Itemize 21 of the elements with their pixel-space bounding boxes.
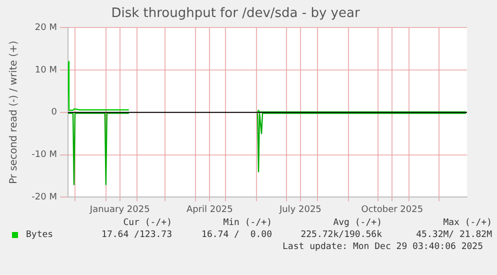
y-axis-title: Pr second read (-) / write (+) xyxy=(8,40,20,184)
text: Cur (-/+) xyxy=(122,218,172,228)
x-tick-label: January 2025 xyxy=(88,204,150,215)
y-tick-label: 0 xyxy=(51,108,58,118)
x-tick-label: October 2025 xyxy=(361,204,424,215)
text: 45.32M/ 21.82M xyxy=(415,230,492,240)
text: Avg (-/+) xyxy=(332,218,382,228)
y-tick-label: -10 M xyxy=(32,150,57,160)
chart-title: Disk throughput for /dev/sda - by year xyxy=(111,6,360,22)
text: 17.64 /123.73 xyxy=(100,230,172,240)
text: 16.74 / 0.00 xyxy=(200,230,272,240)
text: Min (-/+) xyxy=(222,218,272,228)
x-tick-label: July 2025 xyxy=(278,204,322,215)
text: Max (-/+) xyxy=(442,218,492,228)
text: Last update: Mon Dec 29 03:40:06 2025 xyxy=(282,242,484,252)
y-tick-label: -20 M xyxy=(32,192,57,203)
x-tick-label: April 2025 xyxy=(186,204,233,215)
y-tick-label: 10 M xyxy=(34,65,57,76)
legend-label: Bytes xyxy=(26,230,54,240)
text: 225.72k/190.56k xyxy=(300,230,382,240)
y-tick-label: 20 M xyxy=(34,22,57,33)
